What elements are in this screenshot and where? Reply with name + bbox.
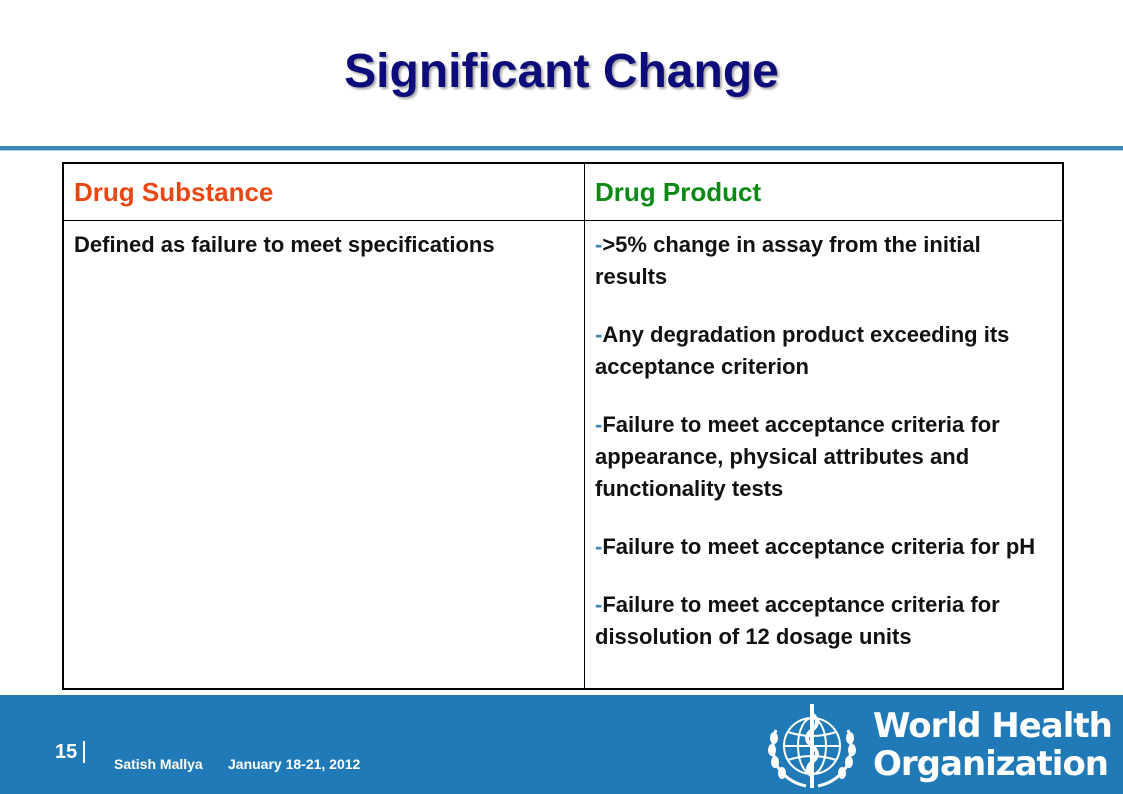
list-item-text: >5% change in assay from the initial res… [595,232,981,289]
title-divider [0,146,1123,151]
presenter-name: Satish Mallya [114,756,203,772]
list-item: -Any degradation product exceeding its a… [595,319,1052,383]
list-item-text: Failure to meet acceptance criteria for … [595,592,1000,649]
table-row: Defined as failure to meet specification… [62,220,1064,690]
list-item-text: Failure to meet acceptance criteria for … [595,412,1000,501]
who-emblem-icon [768,704,856,788]
list-dash: - [595,232,603,257]
slide-title: Significant Change [344,45,779,98]
list-item: -Failure to meet acceptance criteria for… [595,531,1052,563]
table-header-row: Drug Substance Drug Product [62,162,1064,221]
list-item: -Failure to meet acceptance criteria for… [595,589,1052,653]
page-number-separator [83,741,85,763]
comparison-table: Drug Substance Drug Product Defined as f… [62,162,1064,690]
list-item-text: Any degradation product exceeding its ac… [595,322,1010,379]
who-wordmark: World Health Organization [873,706,1113,784]
list-item: -Failure to meet acceptance criteria for… [595,409,1052,505]
list-dash: - [595,592,603,617]
who-wordmark-line1: World Health [873,706,1113,746]
list-dash: - [595,534,603,559]
list-item: ->5% change in assay from the initial re… [595,229,1052,293]
header-drug-product: Drug Product [584,162,1064,221]
list-item-text: Failure to meet acceptance criteria for … [602,534,1036,559]
header-drug-substance: Drug Substance [62,162,585,221]
list-dash: - [595,322,603,347]
who-wordmark-line2: Organization [873,744,1109,784]
drug-substance-cell: Defined as failure to meet specification… [62,220,585,690]
drug-product-cell: ->5% change in assay from the initial re… [584,220,1064,690]
footer-bar [0,695,1123,794]
presentation-date: January 18-21, 2012 [228,756,361,772]
page-number: 15 [55,741,78,763]
list-dash: - [595,412,603,437]
